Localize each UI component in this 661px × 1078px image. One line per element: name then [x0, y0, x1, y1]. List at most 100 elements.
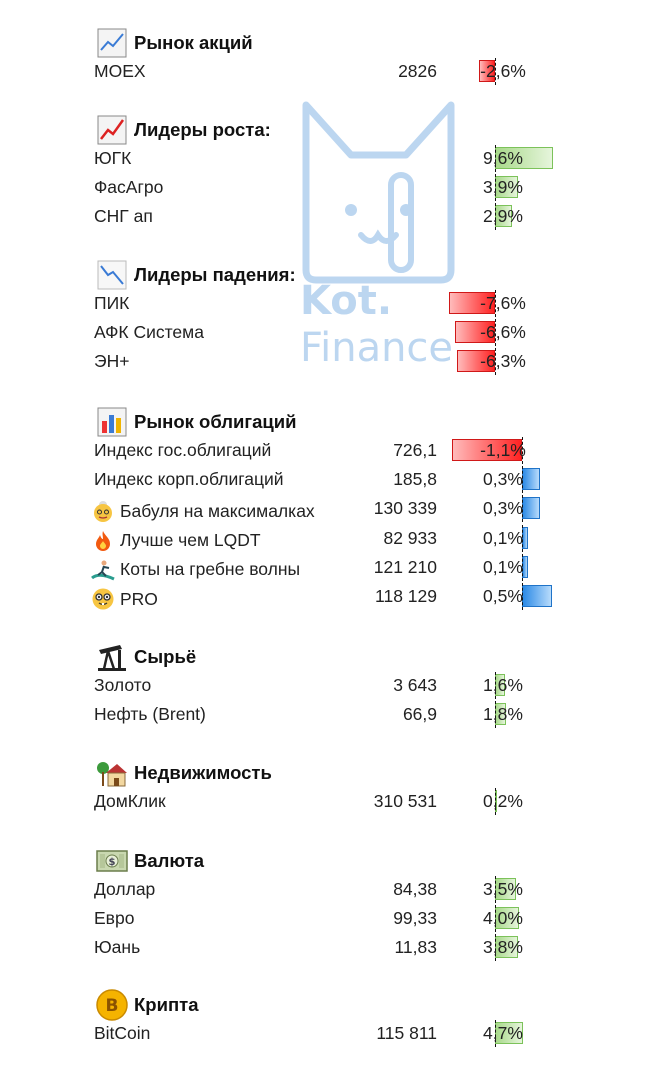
- bar-axis: [522, 553, 523, 581]
- instrument-name-label: ЭН+: [94, 351, 130, 372]
- change-percent: 2,9%: [483, 206, 523, 227]
- instrument-name: ЮГК: [94, 148, 131, 169]
- instrument-name: MOEX: [94, 61, 146, 82]
- instrument-name: Лучше чем LQDT: [94, 528, 261, 554]
- bar-axis: [495, 58, 496, 85]
- table-row: Коты на гребне волны 121 210 0,1%: [0, 553, 661, 582]
- change-percent: 4,0%: [483, 908, 523, 929]
- bar-axis: [495, 876, 496, 903]
- instrument-name: Индекс гос.облигаций: [94, 440, 271, 461]
- instrument-value: 11,83: [394, 937, 438, 958]
- change-percent: -6,6%: [480, 322, 526, 343]
- instrument-value: 115 811: [376, 1023, 437, 1043]
- section-title-label: Сырьё: [134, 646, 197, 667]
- instrument-value: 82 933: [383, 527, 437, 548]
- change-percent: -7,6%: [480, 293, 526, 313]
- bar-axis: [522, 495, 523, 523]
- chart-down-icon: [96, 259, 128, 291]
- table-row: СНГ ап 2,9%: [0, 202, 661, 231]
- instrument-name-label: Лучше чем LQDT: [120, 530, 261, 551]
- instrument-name: Золото: [94, 675, 151, 696]
- bitcoin-icon: B: [96, 989, 128, 1021]
- watermark-finance: Finance: [300, 325, 454, 371]
- instrument-name-label: ФасАгро: [94, 177, 164, 198]
- instrument-value: 2826: [398, 61, 437, 81]
- instrument-value: 121 210: [373, 556, 437, 577]
- table-row: Золото 3 643 1,6%: [0, 671, 661, 700]
- instrument-name: Евро: [94, 908, 134, 929]
- change-percent: -1,1%: [480, 440, 526, 460]
- change-percent: -2,6%: [480, 61, 526, 81]
- section-title: Лидеры падения:: [96, 258, 296, 292]
- oil-pump-icon: [96, 641, 128, 673]
- table-row: MOEX 2826 -2,6%: [0, 57, 661, 86]
- bar-axis: [522, 466, 523, 494]
- instrument-name: АФК Система: [94, 322, 204, 343]
- table-row: Бабуля на максималках 130 339 0,3%: [0, 494, 661, 523]
- change-percent: 0,2%: [483, 791, 523, 811]
- bar-axis: [495, 203, 496, 231]
- bar-axis: [495, 905, 496, 933]
- chart-up-red-icon: [96, 114, 128, 146]
- instrument-name-label: Индекс корп.облигаций: [94, 469, 284, 490]
- instrument-name-label: СНГ ап: [94, 206, 153, 227]
- instrument-value: 185,8: [393, 469, 437, 490]
- section-title-label: Рынок облигаций: [134, 411, 297, 432]
- instrument-value: 66,9: [402, 704, 437, 725]
- nerd-face-icon: [90, 586, 116, 612]
- section-title: Недвижимость: [96, 756, 272, 790]
- table-row: Лучше чем LQDT 82 933 0,1%: [0, 524, 661, 553]
- table-row: Индекс корп.облигаций 185,8 0,3%: [0, 465, 661, 494]
- instrument-name: Бабуля на максималках: [94, 498, 315, 524]
- instrument-name-label: ЮГК: [94, 148, 132, 168]
- instrument-name-label: Коты на гребне волны: [120, 559, 301, 580]
- bar-axis: [495, 290, 496, 317]
- change-percent: 3,5%: [483, 879, 523, 899]
- svg-text:$: $: [109, 857, 116, 868]
- change-percent: 0,1%: [483, 527, 523, 548]
- section-title: Сырьё: [96, 640, 196, 674]
- instrument-name: ФасАгро: [94, 177, 163, 198]
- bar-axis: [495, 788, 496, 815]
- fire-icon: [90, 528, 116, 554]
- watermark-kot: Kot.: [300, 278, 393, 324]
- bar-axis: [495, 1020, 496, 1047]
- chart-up-icon: [96, 27, 128, 59]
- instrument-name-label: ПИК: [94, 293, 130, 313]
- bar-axis: [495, 934, 496, 962]
- change-percent: 0,5%: [483, 586, 523, 606]
- instrument-name-label: Евро: [94, 908, 135, 929]
- instrument-name-label: Бабуля на максималках: [120, 500, 315, 521]
- bar-axis: [495, 348, 496, 376]
- section-title: B Крипта: [96, 988, 199, 1022]
- change-bar: [479, 60, 495, 82]
- instrument-name-label: MOEX: [94, 61, 146, 81]
- change-percent: 1,8%: [483, 704, 523, 725]
- change-bar: [449, 292, 495, 314]
- house-icon: [96, 757, 128, 789]
- table-row: АФК Система -6,6%: [0, 318, 661, 347]
- table-row: ПИК -7,6%: [0, 289, 661, 318]
- bar-axis: [495, 174, 496, 202]
- section-title: Рынок облигаций: [96, 405, 297, 439]
- table-row: ФасАгро 3,9%: [0, 173, 661, 202]
- instrument-value: 310 531: [373, 791, 437, 811]
- table-row: ЮГК 9,6%: [0, 144, 661, 173]
- instrument-name-label: Золото: [94, 675, 152, 695]
- section-title-label: Валюта: [134, 850, 205, 871]
- instrument-name: PRO: [92, 586, 158, 612]
- instrument-name: Коты на гребне волны: [91, 557, 301, 583]
- table-row: ДомКлик 310 531 0,2%: [0, 787, 661, 816]
- instrument-name-label: Нефть (Brent): [94, 704, 206, 725]
- instrument-name-label: BitCoin: [94, 1023, 151, 1043]
- table-row: Нефть (Brent) 66,9 1,8%: [0, 700, 661, 729]
- change-bar: [455, 321, 495, 344]
- instrument-value: 726,1: [393, 440, 437, 460]
- instrument-name-label: ДомКлик: [94, 791, 166, 811]
- change-bar: [451, 439, 522, 461]
- table-row: ЭН+ -6,3%: [0, 347, 661, 376]
- section-title-label: Недвижимость: [134, 762, 272, 783]
- change-percent: 3,8%: [483, 937, 523, 958]
- change-percent: 3,9%: [483, 177, 523, 198]
- table-row: PRO 118 129 0,5%: [0, 582, 661, 611]
